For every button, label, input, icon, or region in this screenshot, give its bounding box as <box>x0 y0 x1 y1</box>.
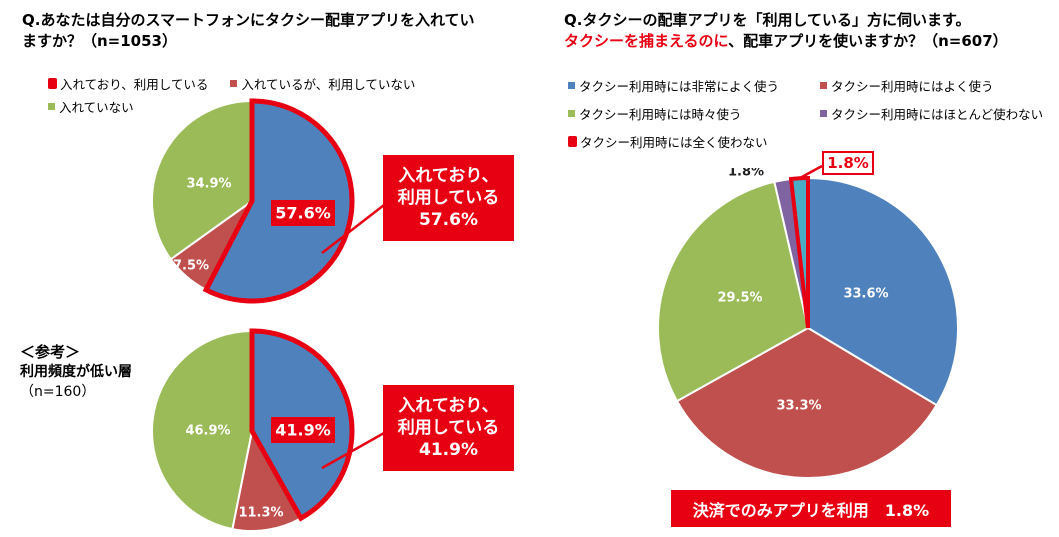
reference-heading: ＜参考＞ <box>20 343 81 361</box>
pie-chart-main: 57.6% 7.5% 34.9% <box>151 98 355 304</box>
highlight-outline <box>788 175 810 329</box>
right-highlight-label: 1.8% <box>822 151 874 175</box>
right-legend-item-never: タクシー利用時には全く使わない <box>568 132 1058 151</box>
right-question-line1: Q.タクシーの配車アプリを「利用している」方に伺います。 <box>564 11 971 29</box>
highlight-outline <box>249 328 355 522</box>
slice-label: 33.3% <box>776 399 821 414</box>
legend-swatch <box>230 80 238 87</box>
slice-label: 7.5% <box>173 259 209 274</box>
connector-line-reference <box>321 431 385 470</box>
highlight-outline <box>202 98 355 304</box>
right-question-rest: 、配車アプリを使いますか？（n=607） <box>728 32 1008 50</box>
legend-swatch <box>820 110 827 117</box>
connector-line-right <box>799 164 823 180</box>
legend-label: 入れていない <box>59 100 134 115</box>
reference-sample-size: （n=160） <box>20 384 96 400</box>
slice-label: 34.9% <box>186 177 231 192</box>
pie-slice <box>807 176 959 407</box>
reference-label: ＜参考＞ 利用頻度が低い層 （n=160） <box>20 342 132 402</box>
right-question-title: Q.タクシーの配車アプリを「利用している」方に伺います。 タクシーを捕まえるのに… <box>564 10 1054 52</box>
legend-swatch <box>820 82 827 89</box>
legend-swatch <box>48 103 55 110</box>
left-question-line1: Q.あなたは自分のスマートフォンにタクシー配車アプリを入れてい <box>22 11 475 29</box>
slice-label-box <box>271 200 335 226</box>
pie-slice <box>151 99 253 261</box>
slice-label-box <box>271 417 335 443</box>
left-legend-item-not-using: 入れているが、利用していない <box>230 74 415 93</box>
callout-line: 入れており、 <box>398 166 499 186</box>
right-question-highlight: タクシーを捕まえるのに <box>564 32 729 50</box>
right-legend-item-very-often: タクシー利用時には非常によく使う <box>568 76 820 95</box>
reference-subheading: 利用頻度が低い層 <box>20 364 132 380</box>
callout-main: 入れており、 利用している 57.6% <box>383 155 514 241</box>
left-legend: 入れており、利用している 入れているが、利用していない 入れていない <box>48 74 508 116</box>
connector-line-main <box>321 204 385 254</box>
bottom-banner: 決済でのみアプリを利用 1.8% <box>671 490 951 527</box>
left-question-line2: ますか？（n=1053） <box>22 32 177 50</box>
slice-label: 57.6% <box>275 204 331 223</box>
legend-label: タクシー利用時には全く使わない <box>580 135 768 150</box>
legend-swatch <box>568 110 575 117</box>
legend-label: タクシー利用時には時々使う <box>579 107 742 122</box>
slice-label: 29.5% <box>717 291 762 306</box>
pie-chart-reference: 41.9% 11.3% 46.9% <box>151 328 355 532</box>
callout-value: 41.9% <box>419 440 478 460</box>
legend-swatch <box>568 136 577 147</box>
callout-line: 利用している <box>397 418 500 438</box>
left-legend-item-using: 入れており、利用している <box>48 74 208 93</box>
pie-slice <box>657 180 810 403</box>
right-legend: タクシー利用時には非常によく使う タクシー利用時にはよく使う タクシー利用時には… <box>568 76 1058 151</box>
pie-chart-right: 33.6% 33.3% 29.5% 1.8% <box>657 168 959 479</box>
legend-label: タクシー利用時にはほとんど使わない <box>831 107 1044 122</box>
pie-slice <box>151 329 253 531</box>
right-question-line2: タクシーを捕まえるのに、配車アプリを使いますか？（n=607） <box>564 31 1054 52</box>
left-legend-item-not-installed: 入れていない <box>48 97 508 116</box>
legend-label: 入れているが、利用していない <box>241 77 416 92</box>
legend-label: 入れており、利用している <box>60 77 209 92</box>
right-legend-item-rarely: タクシー利用時にはほとんど使わない <box>820 104 1043 123</box>
left-question-title: Q.あなたは自分のスマートフォンにタクシー配車アプリを入れてい ますか？（n=1… <box>22 10 522 52</box>
legend-swatch <box>48 78 57 89</box>
legend-label: タクシー利用時には非常によく使う <box>579 79 780 94</box>
callout-reference: 入れており、 利用している 41.9% <box>383 385 514 471</box>
legend-swatch <box>568 82 575 89</box>
callout-line: 入れており、 <box>398 396 499 416</box>
legend-label: タクシー利用時にはよく使う <box>831 79 994 94</box>
slice-label: 41.9% <box>275 421 331 440</box>
slice-label: 46.9% <box>185 424 230 439</box>
slice-label: 33.6% <box>843 287 888 302</box>
right-legend-item-often: タクシー利用時にはよく使う <box>820 76 994 95</box>
slice-label: 11.3% <box>238 506 283 521</box>
callout-line: 利用している <box>397 188 500 208</box>
slice-label: 1.8% <box>728 168 764 180</box>
callout-value: 57.6% <box>419 210 478 230</box>
right-legend-item-sometimes: タクシー利用時には時々使う <box>568 104 820 123</box>
